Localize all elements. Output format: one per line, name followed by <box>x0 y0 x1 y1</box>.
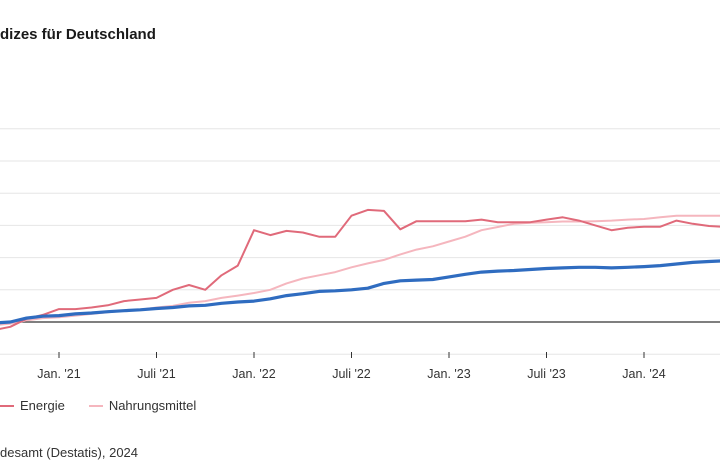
series-line-energie <box>0 208 720 330</box>
legend-swatch-nahrungsmittel <box>88 404 103 407</box>
x-tick-label: Jan. '24 <box>622 367 665 381</box>
chart-title: dizes für Deutschland <box>0 26 156 43</box>
x-tick-label: Juli '23 <box>527 367 566 381</box>
legend: Energie Nahrungsmittel <box>0 398 196 413</box>
source-note: desamt (Destatis), 2024 <box>0 445 139 460</box>
legend-item-nahrungsmittel: Nahrungsmittel <box>88 398 197 413</box>
x-axis-ticks: Jan. '21 Juli '21 Jan. '22 Juli '22 Jan. '23… <box>37 352 666 381</box>
x-tick-label: Juli '22 <box>332 367 371 381</box>
series-lines <box>0 208 720 330</box>
line-chart: Jan. '21 Juli '21 Jan. '22 Juli '22 Jan. '23… <box>0 128 720 381</box>
x-tick-label: Juli '21 <box>137 367 176 381</box>
grid-lines <box>0 128 720 355</box>
legend-label-nahrungsmittel: Nahrungsmittel <box>108 398 197 413</box>
legend-item-energie: Energie <box>0 398 65 413</box>
series-line-nahrungsmittel <box>0 214 720 326</box>
x-tick-label: Jan. '21 <box>37 367 80 381</box>
series-line-gesamt <box>0 259 720 325</box>
x-tick-label: Jan. '23 <box>427 367 470 381</box>
x-tick-label: Jan. '22 <box>232 367 275 381</box>
legend-swatch-energie <box>0 404 14 407</box>
legend-label-energie: Energie <box>20 398 65 413</box>
